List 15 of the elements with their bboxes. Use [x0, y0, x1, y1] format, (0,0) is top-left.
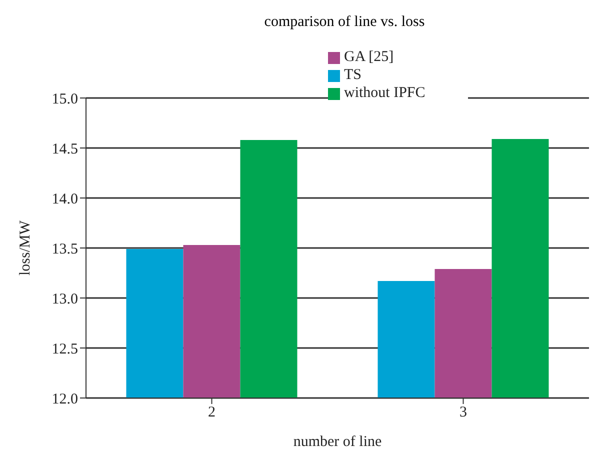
legend-label: TS: [344, 67, 362, 83]
x-tick-label: 3: [460, 404, 467, 421]
y-tick-label: 14.5: [52, 141, 78, 158]
y-axis-title: loss/MW: [17, 220, 34, 276]
y-tick-label: 14.0: [52, 191, 78, 208]
legend-label: GA [25]: [344, 49, 394, 65]
y-tick-label: 12.0: [52, 391, 78, 408]
x-tick-label: 2: [208, 404, 216, 421]
y-tick-label: 15.0: [52, 91, 78, 108]
chart-title: comparison of line vs. loss: [263, 14, 426, 31]
y-tick-label: 13.5: [52, 241, 78, 258]
y-tick-label: 12.5: [52, 341, 78, 358]
y-tick-label: 13.0: [52, 291, 78, 308]
x-axis-title: number of line: [293, 434, 382, 450]
legend-label: without IPFC: [344, 85, 426, 101]
